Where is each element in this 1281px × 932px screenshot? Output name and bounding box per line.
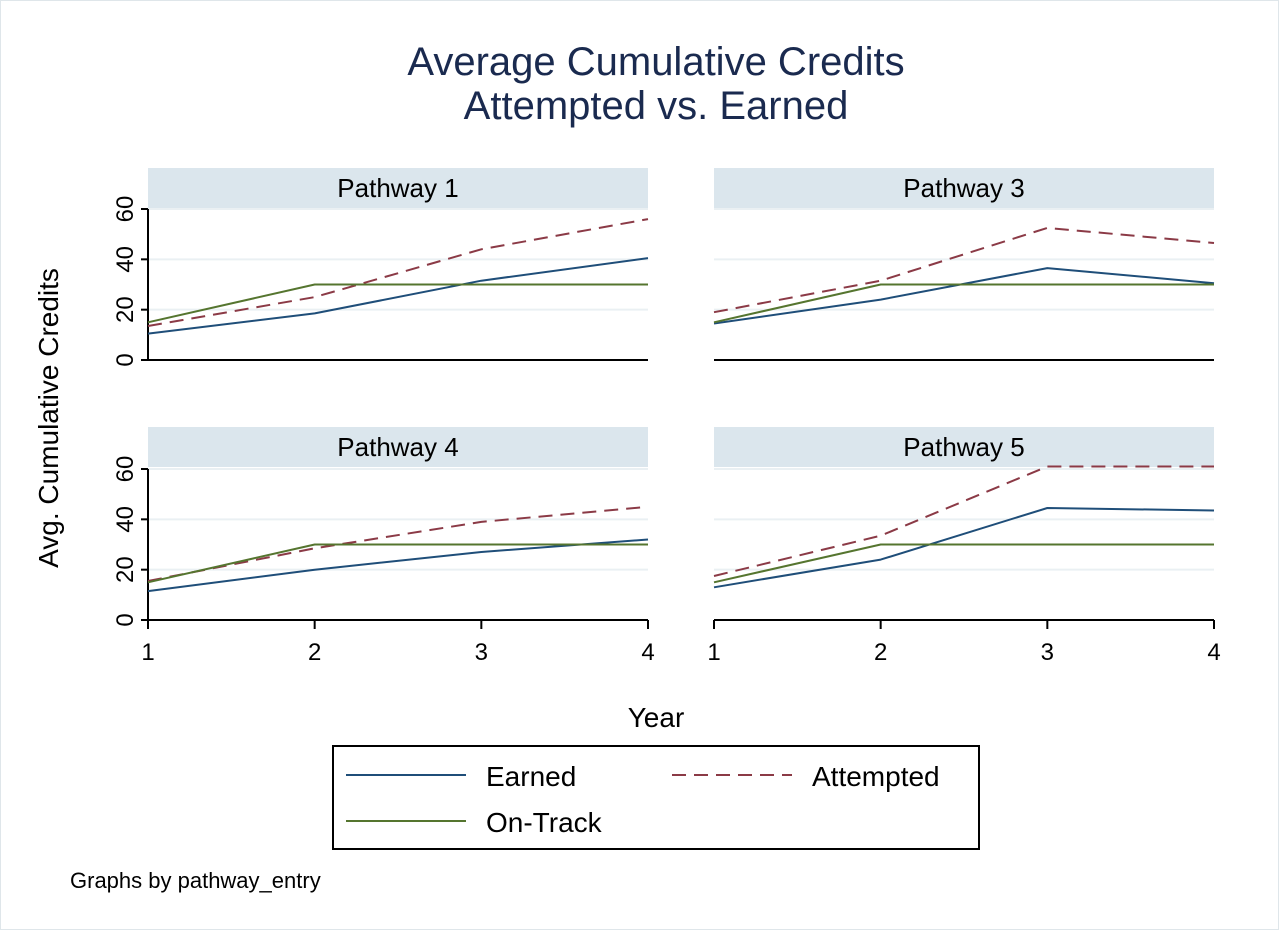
- legend-box: [332, 745, 980, 850]
- y-tick-label-pathway-4-60: 60: [112, 456, 139, 483]
- y-tick-label-pathway-4-40: 40: [112, 506, 139, 533]
- series-line-pathway-1-attempted: [147, 218, 649, 327]
- series-line-pathway-4-on-track: [147, 543, 648, 584]
- y-tick-label-pathway-1-60: 60: [112, 196, 139, 223]
- y-axis-title: Avg. Cumulative Credits: [33, 268, 64, 568]
- panel-label-pathway-3: Pathway 3: [903, 173, 1024, 203]
- legend-label-earned: Earned: [486, 761, 576, 792]
- panel-pathway-5: Pathway 5 1 2 3 4: [707, 427, 1221, 666]
- x-tick-label-pathway-4-4: 4: [641, 639, 654, 666]
- panel-strip-pathway-3: [714, 168, 1214, 208]
- x-tick-label-pathway-4-2: 2: [308, 639, 321, 666]
- graph-note: Graphs by pathway_entry: [70, 868, 321, 893]
- series-line-pathway-1-on-track: [147, 283, 648, 324]
- panel-label-pathway-1: Pathway 1: [337, 173, 458, 203]
- series-line-pathway-5-earned: [713, 507, 1215, 589]
- x-tick-label-pathway-5-4: 4: [1207, 639, 1220, 666]
- panel-label-pathway-4: Pathway 4: [337, 432, 458, 462]
- chart-title-line-2: Attempted vs. Earned: [464, 84, 849, 128]
- legend-label-on-track: On-Track: [486, 807, 603, 838]
- y-tick-label-pathway-1-40: 40: [112, 246, 139, 273]
- x-tick-label-pathway-4-3: 3: [475, 639, 488, 666]
- panel-label-pathway-5: Pathway 5: [903, 432, 1024, 462]
- panel-pathway-3: Pathway 3: [713, 168, 1215, 361]
- series-line-pathway-3-on-track: [713, 283, 1214, 324]
- panel-pathway-4: Pathway 4 0 20 40 60 1 2 3 4: [112, 427, 655, 666]
- series-line-pathway-4-earned: [147, 538, 649, 593]
- panel-strip-pathway-4: [148, 427, 648, 467]
- y-tick-label-pathway-4-0: 0: [112, 613, 139, 626]
- series-line-pathway-4-attempted: [147, 505, 649, 582]
- series-line-pathway-5-on-track: [713, 543, 1214, 584]
- x-tick-label-pathway-5-1: 1: [707, 639, 720, 666]
- panel-pathway-1: Pathway 1 0 20 40 60: [112, 168, 649, 367]
- panel-strip-pathway-5: [714, 427, 1214, 467]
- x-tick-label-pathway-4-1: 1: [141, 639, 154, 666]
- series-line-pathway-1-earned: [147, 257, 649, 335]
- legend-label-attempted: Attempted: [812, 761, 940, 792]
- x-axis-title: Year: [628, 702, 685, 733]
- series-line-pathway-3-earned: [713, 267, 1215, 325]
- y-tick-label-pathway-4-20: 20: [112, 556, 139, 583]
- panels: Pathway 1 0 20 40 60 Pathway 3 Pathway 4 0 20 40 6…: [112, 168, 1221, 666]
- y-tick-label-pathway-1-0: 0: [112, 353, 139, 366]
- legend: Earned Attempted On-Track: [332, 745, 980, 850]
- panel-strip-pathway-1: [148, 168, 648, 208]
- chart-title-line-1: Average Cumulative Credits: [407, 40, 904, 84]
- y-tick-label-pathway-1-20: 20: [112, 296, 139, 323]
- series-line-pathway-5-attempted: [713, 465, 1214, 577]
- x-tick-label-pathway-5-2: 2: [874, 639, 887, 666]
- series-line-pathway-3-attempted: [713, 226, 1215, 314]
- x-tick-label-pathway-5-3: 3: [1041, 639, 1054, 666]
